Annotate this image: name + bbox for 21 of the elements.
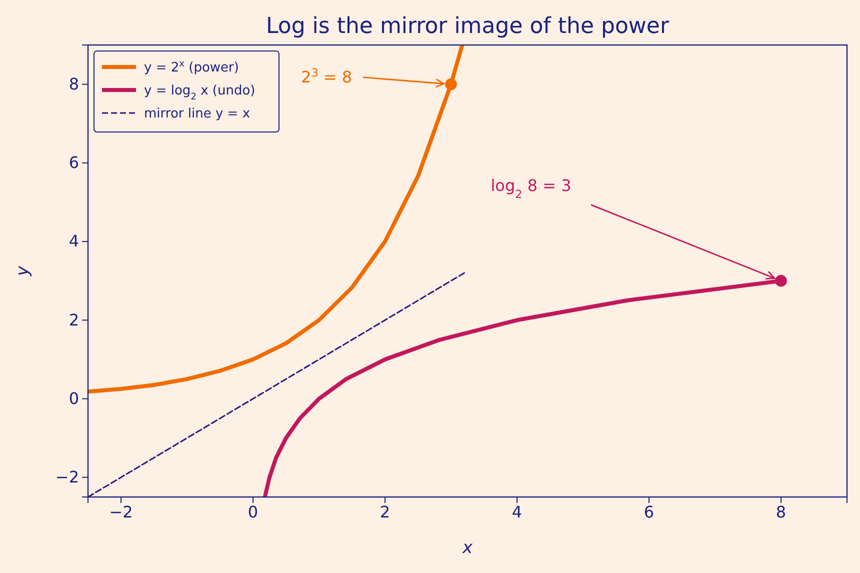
x-tick-label: −2	[109, 502, 133, 522]
x-axis-title: x	[461, 538, 474, 558]
annotation: log$_{2}$ 8 = 3	[490, 176, 572, 200]
legend-label: y = 2$^{x}$ (power)	[144, 60, 239, 76]
x-tick-label: 6	[644, 502, 654, 522]
line-series	[88, 45, 464, 394]
y-tick-label: 2	[68, 310, 79, 330]
y-axis-title: y	[13, 265, 33, 278]
legend-label: mirror line y = x	[144, 106, 250, 122]
y-tick-label: 4	[68, 232, 79, 251]
chart-title: Log is the mirror image of the power	[266, 14, 670, 39]
y-tick-label: −2	[55, 467, 79, 486]
legend-label: y = log$_{2}$ x (undo)	[144, 84, 256, 102]
x-tick-label: 0	[248, 502, 258, 522]
x-tick-label: 2	[380, 502, 390, 522]
annotation: 2$^{3}$ = 8	[301, 66, 352, 86]
x-tick-label: 8	[776, 502, 786, 522]
x-tick-label: 4	[512, 502, 522, 522]
y-tick-label: 6	[68, 153, 79, 172]
y-tick-label: 0	[68, 388, 79, 408]
y-tick-label: 8	[68, 74, 79, 94]
